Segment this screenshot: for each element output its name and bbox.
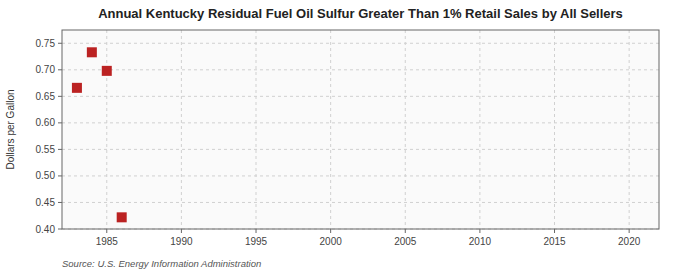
tick-mark (256, 229, 257, 233)
grid-line (62, 149, 659, 150)
tick-label: 2005 (394, 236, 417, 247)
tick-mark (554, 229, 555, 233)
grid-line (62, 202, 659, 203)
grid-line (62, 69, 659, 70)
grid-line (62, 122, 659, 123)
title: Annual Kentucky Residual Fuel Oil Sulfur… (98, 6, 623, 21)
point (117, 212, 127, 222)
tick-label: 1985 (96, 236, 119, 247)
tick-label: 0.45 (36, 197, 56, 208)
plot-area (62, 30, 659, 229)
tick-label: 2015 (543, 236, 566, 247)
tick-label: 0.65 (36, 91, 56, 102)
point (102, 66, 112, 76)
tick-mark (58, 43, 62, 44)
tick-mark (58, 229, 62, 230)
grid-line (479, 30, 480, 229)
tick-label: 0.50 (36, 170, 56, 181)
tick-mark (479, 229, 480, 233)
tick-mark (181, 229, 182, 233)
axis-label: Dollars per Gallon (5, 89, 16, 169)
points (72, 47, 127, 222)
tick-mark (58, 202, 62, 203)
plot-frame (62, 30, 659, 229)
tick-label: 0.55 (36, 144, 56, 155)
tick-label: 2000 (320, 236, 343, 247)
tick-mark (629, 229, 630, 233)
chart: Annual Kentucky Residual Fuel Oil Sulfur… (0, 0, 675, 275)
tick-mark (106, 229, 107, 233)
tick-label: 1995 (245, 236, 268, 247)
grid-line (629, 30, 630, 229)
point (72, 83, 82, 93)
tick-label: 0.40 (36, 224, 56, 235)
grid-line (106, 30, 107, 229)
tick-label: 2020 (618, 236, 641, 247)
grid-line (554, 30, 555, 229)
grid-line (62, 175, 659, 176)
grid-line (405, 30, 406, 229)
grid (62, 30, 659, 229)
tick-label: 0.70 (36, 64, 56, 75)
tick-label: 2010 (469, 236, 492, 247)
tick-mark (58, 149, 62, 150)
tick-mark (330, 229, 331, 233)
grid-line (330, 30, 331, 229)
tick-label: 0.75 (36, 38, 56, 49)
tick-label: 0.60 (36, 117, 56, 128)
tick-mark (405, 229, 406, 233)
tick-mark (58, 122, 62, 123)
tick-mark (58, 175, 62, 176)
axes: 0.40 0.45 0.50 0.55 0.60 0.65 0.70 0.75 1985 1990… (36, 38, 641, 247)
tick-mark (58, 96, 62, 97)
point (87, 47, 97, 57)
tick-mark (58, 69, 62, 70)
tick-label: 1990 (170, 236, 193, 247)
grid-line (181, 30, 182, 229)
grid-line (62, 43, 659, 44)
grid-line (256, 30, 257, 229)
grid-line (62, 96, 659, 97)
source-note: Source: U.S. Energy Information Administ… (62, 258, 261, 269)
